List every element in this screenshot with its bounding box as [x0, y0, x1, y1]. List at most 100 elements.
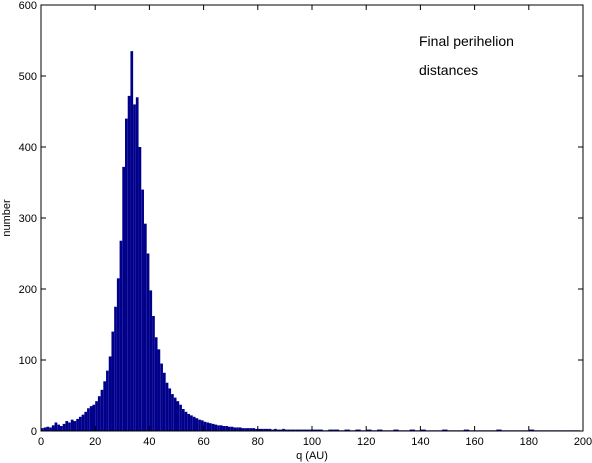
histogram-bars: [41, 51, 581, 432]
histogram-bar: [206, 422, 210, 431]
annotation-line-2: distances: [419, 62, 478, 78]
x-tick-label: 80: [252, 436, 264, 448]
y-tick-label: 400: [19, 142, 37, 154]
histogram-bar: [209, 423, 212, 431]
histogram-bar: [146, 253, 150, 431]
histogram-bar: [268, 428, 272, 431]
x-tick-label: 60: [197, 436, 209, 448]
histogram-bar: [195, 418, 199, 431]
histogram-bar: [238, 427, 242, 431]
histogram-bar: [295, 429, 299, 431]
histogram-bar: [366, 429, 372, 431]
histogram-bar: [116, 278, 120, 431]
histogram-bar: [122, 166, 126, 431]
axis-ticks: [40, 4, 584, 432]
x-tick-label: 120: [357, 436, 375, 448]
histogram-bar: [133, 104, 136, 432]
histogram-bar: [108, 356, 112, 431]
histogram-bar: [246, 428, 250, 431]
histogram-bar: [114, 306, 117, 431]
histogram-bar: [143, 223, 147, 431]
histogram-bar: [211, 423, 215, 431]
histogram-bar: [43, 427, 47, 431]
histogram-bar: [217, 425, 220, 431]
histogram-bar: [303, 429, 307, 431]
histogram-bar: [293, 429, 296, 431]
histogram-bar: [100, 389, 104, 431]
histogram-bar: [127, 95, 131, 431]
histogram-bar: [92, 404, 96, 431]
y-tick-label: 600: [19, 0, 37, 12]
histogram-bar: [227, 426, 231, 431]
histogram-bar: [203, 421, 207, 431]
x-axis-label: q (AU): [296, 450, 328, 462]
histogram-bar: [62, 423, 66, 431]
histogram-bar: [249, 428, 253, 431]
annotation-line-1: Final perihelion: [419, 33, 514, 49]
histogram-bar: [141, 189, 144, 431]
histogram-bar: [287, 429, 291, 431]
histogram-bar: [271, 429, 275, 431]
x-tick-label: 100: [303, 436, 321, 448]
histogram-bar: [97, 396, 101, 431]
histogram-bar: [442, 429, 448, 431]
histogram-bar: [173, 397, 177, 431]
histogram-bar: [263, 428, 266, 431]
histogram-bar: [57, 424, 60, 431]
histogram-bar: [279, 429, 283, 431]
histogram-bar: [68, 422, 71, 431]
histogram-bar: [130, 51, 134, 432]
histogram-bar: [179, 404, 182, 431]
histogram-bar: [135, 97, 139, 432]
histogram-bar: [328, 429, 334, 431]
histogram-bar: [528, 429, 535, 431]
histogram-bar: [152, 315, 155, 431]
histogram-bar: [171, 394, 174, 431]
histogram-bar: [73, 421, 77, 431]
histogram-bar: [200, 420, 204, 431]
histogram-bar: [301, 429, 304, 431]
histogram-bar: [192, 416, 196, 431]
x-tick-label: 160: [465, 436, 483, 448]
histogram-bar: [51, 425, 55, 431]
histogram-bar: [344, 429, 350, 431]
histogram-bar: [284, 429, 288, 431]
histogram-bar: [119, 240, 123, 431]
histogram-bar: [233, 427, 237, 431]
histogram-bar: [309, 429, 312, 431]
y-tick-label: 100: [19, 355, 37, 367]
histogram-bar: [76, 418, 79, 431]
histogram-bar: [282, 428, 285, 431]
histogram-bar: [157, 349, 161, 431]
histogram-bar: [290, 429, 294, 431]
histogram-bar: [87, 408, 90, 431]
histogram-bar: [252, 428, 256, 431]
y-tick-label: 200: [19, 284, 37, 296]
histogram-bar: [230, 426, 234, 431]
histogram-bar: [65, 421, 69, 431]
histogram-bar: [49, 427, 52, 431]
histogram-bar: [260, 428, 264, 431]
histogram-bar: [306, 429, 310, 431]
histogram-bar: [184, 411, 188, 431]
y-tick-label: 0: [31, 426, 37, 438]
histogram-bar: [106, 370, 109, 431]
histogram-bar: [222, 426, 226, 431]
histogram-bar: [154, 337, 158, 431]
histogram-bar: [95, 401, 98, 431]
histogram-bar: [420, 429, 426, 431]
histogram-bar: [409, 429, 415, 431]
x-tick-label: 180: [520, 436, 538, 448]
histogram-bar: [244, 428, 247, 431]
histogram-bar: [265, 428, 269, 431]
x-tick-label: 0: [38, 436, 44, 448]
histogram-bar: [496, 429, 502, 431]
histogram-bar: [463, 429, 470, 431]
histogram-bar: [198, 419, 201, 431]
axis-tick-labels: 0 20 40 60 80 100 120 140 160 180 200 0 100 200 300 400…: [19, 0, 592, 448]
histogram-bar: [276, 429, 280, 431]
histogram-bar: [190, 415, 193, 431]
histogram-bar: [181, 408, 185, 431]
